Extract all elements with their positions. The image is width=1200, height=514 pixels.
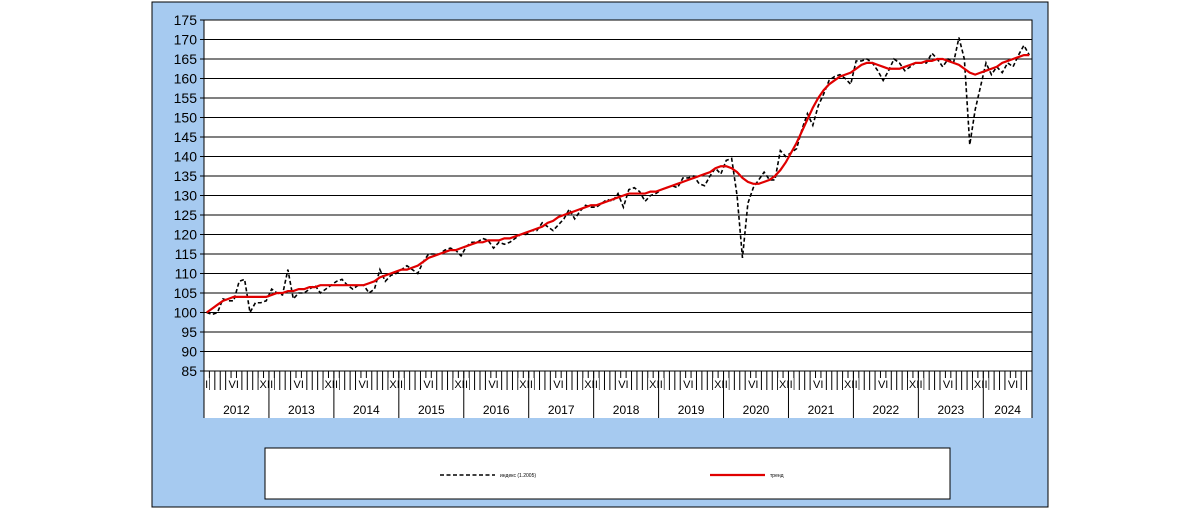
y-tick-label: 170 [174,32,198,48]
x-tick-label-bg [983,378,989,390]
x-tick-label: I [205,379,208,391]
x-tick-label-bg [812,378,825,390]
x-tick-label: I [335,379,338,391]
x-tick-label: VI [488,379,498,391]
y-tick-label: 95 [181,324,197,340]
y-tick-label: 140 [174,149,198,165]
x-tick-label: VI [748,379,758,391]
y-tick-label: 165 [174,51,198,67]
x-tick-label-bg [463,378,470,390]
x-tick-label-bg [357,378,370,390]
x-tick-label-bg [422,378,435,390]
y-tick-label: 105 [174,285,198,301]
year-label: 2021 [808,403,835,417]
x-tick-label-bg [723,378,729,390]
y-tick-label: 145 [174,129,198,145]
x-tick-label-bg [552,378,565,390]
y-tick-label: 175 [174,12,198,28]
y-tick-label: 120 [174,227,198,243]
x-tick-label: I [660,379,663,391]
x-tick-label-bg [788,378,794,390]
x-tick-label: VI [1008,379,1018,391]
year-label: 2023 [937,403,964,417]
series-line [206,37,1030,316]
x-tick-label-bg [682,378,695,390]
x-tick-label-bg [617,378,630,390]
y-tick-label: 150 [174,110,198,126]
x-tick-label-bg [204,378,210,390]
y-tick-label: 115 [175,246,198,262]
x-tick-label-bg [658,378,664,390]
year-label: 2016 [483,403,510,417]
x-tick-label: I [725,379,728,391]
y-tick-label: 160 [174,71,198,87]
x-tick-label-bg [292,378,305,390]
x-tick-label: VI [813,379,823,391]
y-tick-label: 155 [174,90,198,106]
x-tick-label-bg [1006,378,1020,390]
x-tick-label: I [920,379,923,391]
x-tick-label-bg [528,378,534,390]
x-tick-label: I [400,379,403,391]
x-tick-label: VI [683,379,693,391]
x-tick-label-bg [334,378,340,390]
year-label: 2019 [678,403,705,417]
y-tick-label: 90 [181,344,197,360]
x-tick-label-bg [918,378,924,390]
y-tick-label: 130 [174,188,198,204]
x-tick-label-bg [876,378,890,390]
x-tick-label: VI [553,379,563,391]
x-tick-label-bg [593,378,599,390]
year-label: 2024 [994,403,1021,417]
x-tick-label: VI [943,379,953,391]
x-tick-label: I [984,379,987,391]
x-tick-label: VI [878,379,888,391]
year-label: 2015 [418,403,445,417]
x-tick-label-bg [487,378,500,390]
year-label: 2018 [613,403,640,417]
x-tick-label: I [855,379,858,391]
y-tick-label: 85 [181,363,197,379]
x-tick-label: I [530,379,533,391]
x-tick-label: VI [423,379,433,391]
x-tick-label: I [595,379,598,391]
year-label: 2017 [548,403,575,417]
x-tick-label: VI [294,379,304,391]
x-tick-label-bg [227,378,240,390]
x-tick-label: VI [358,379,368,391]
x-tick-label: I [465,379,468,391]
series-line [206,54,1030,314]
y-tick-label: 110 [175,266,198,282]
x-tick-label-bg [747,378,760,390]
x-tick-label: VI [618,379,628,391]
y-tick-label: 125 [174,207,198,223]
year-label: 2013 [288,403,315,417]
y-tick-label: 100 [174,305,198,321]
x-tick-label-bg [398,378,405,390]
y-tick-label: 135 [174,168,198,184]
x-tick-label: I [270,379,273,391]
x-tick-label-bg [941,378,955,390]
legend-label: тренд [770,473,784,479]
legend-label: индекс (1.2005) [500,473,536,479]
x-tick-label-bg [853,378,859,390]
year-label: 2012 [223,403,250,417]
year-label: 2014 [353,403,380,417]
x-tick-label: VI [229,379,239,391]
year-label: 2020 [743,403,770,417]
year-label: 2022 [873,403,900,417]
legend [264,447,951,500]
x-tick-label-bg [269,378,275,390]
x-tick-label: I [790,379,793,391]
